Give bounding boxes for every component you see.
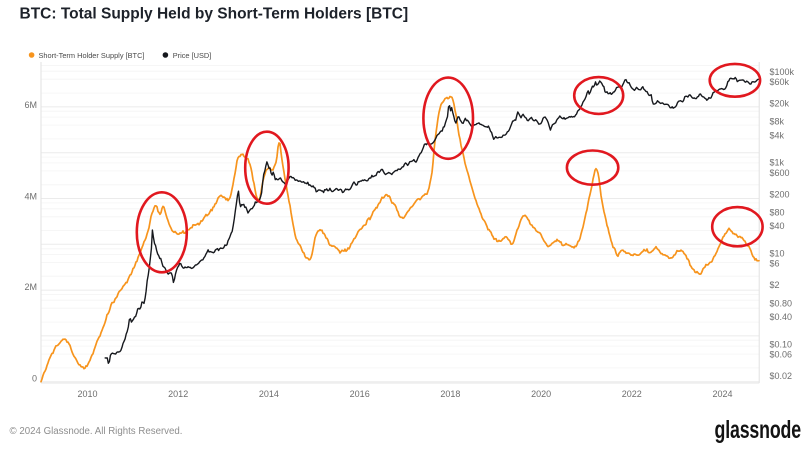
svg-text:$80: $80: [770, 208, 785, 218]
svg-text:4M: 4M: [24, 192, 37, 202]
svg-text:2018: 2018: [440, 389, 460, 399]
svg-text:2016: 2016: [350, 389, 370, 399]
svg-text:$4k: $4k: [770, 130, 785, 140]
svg-text:$0.80: $0.80: [770, 298, 793, 308]
svg-text:$0.02: $0.02: [770, 371, 793, 381]
svg-text:BTC: Total Supply Held by Shor: BTC: Total Supply Held by Short-Term Hol…: [20, 6, 409, 23]
svg-text:© 2024 Glassnode. All Rights R: © 2024 Glassnode. All Rights Reserved.: [10, 426, 183, 437]
svg-text:$20k: $20k: [770, 99, 790, 109]
svg-text:2M: 2M: [24, 282, 37, 292]
svg-text:$60k: $60k: [770, 77, 790, 87]
svg-text:glassnode: glassnode: [715, 415, 802, 444]
svg-text:2024: 2024: [712, 389, 732, 399]
svg-text:$1k: $1k: [770, 158, 785, 168]
svg-text:$8k: $8k: [770, 117, 785, 127]
svg-text:$2: $2: [770, 280, 780, 290]
svg-text:$40: $40: [770, 221, 785, 231]
svg-text:2020: 2020: [531, 389, 551, 399]
svg-text:0: 0: [32, 373, 37, 383]
svg-text:$0.06: $0.06: [770, 349, 793, 359]
svg-text:2010: 2010: [77, 389, 97, 399]
svg-text:6M: 6M: [24, 100, 37, 110]
svg-text:$6: $6: [770, 259, 780, 269]
svg-text:$200: $200: [770, 189, 790, 199]
svg-text:2022: 2022: [622, 389, 642, 399]
svg-text:$600: $600: [770, 168, 790, 178]
svg-text:$100k: $100k: [770, 67, 795, 77]
svg-text:$0.40: $0.40: [770, 312, 793, 322]
svg-text:Short-Term Holder Supply [BTC]: Short-Term Holder Supply [BTC]: [39, 51, 145, 60]
svg-text:2012: 2012: [168, 389, 188, 399]
svg-text:2014: 2014: [259, 389, 279, 399]
svg-text:$10: $10: [770, 249, 785, 259]
svg-text:$0.10: $0.10: [770, 339, 793, 349]
svg-text:Price [USD]: Price [USD]: [173, 51, 212, 60]
